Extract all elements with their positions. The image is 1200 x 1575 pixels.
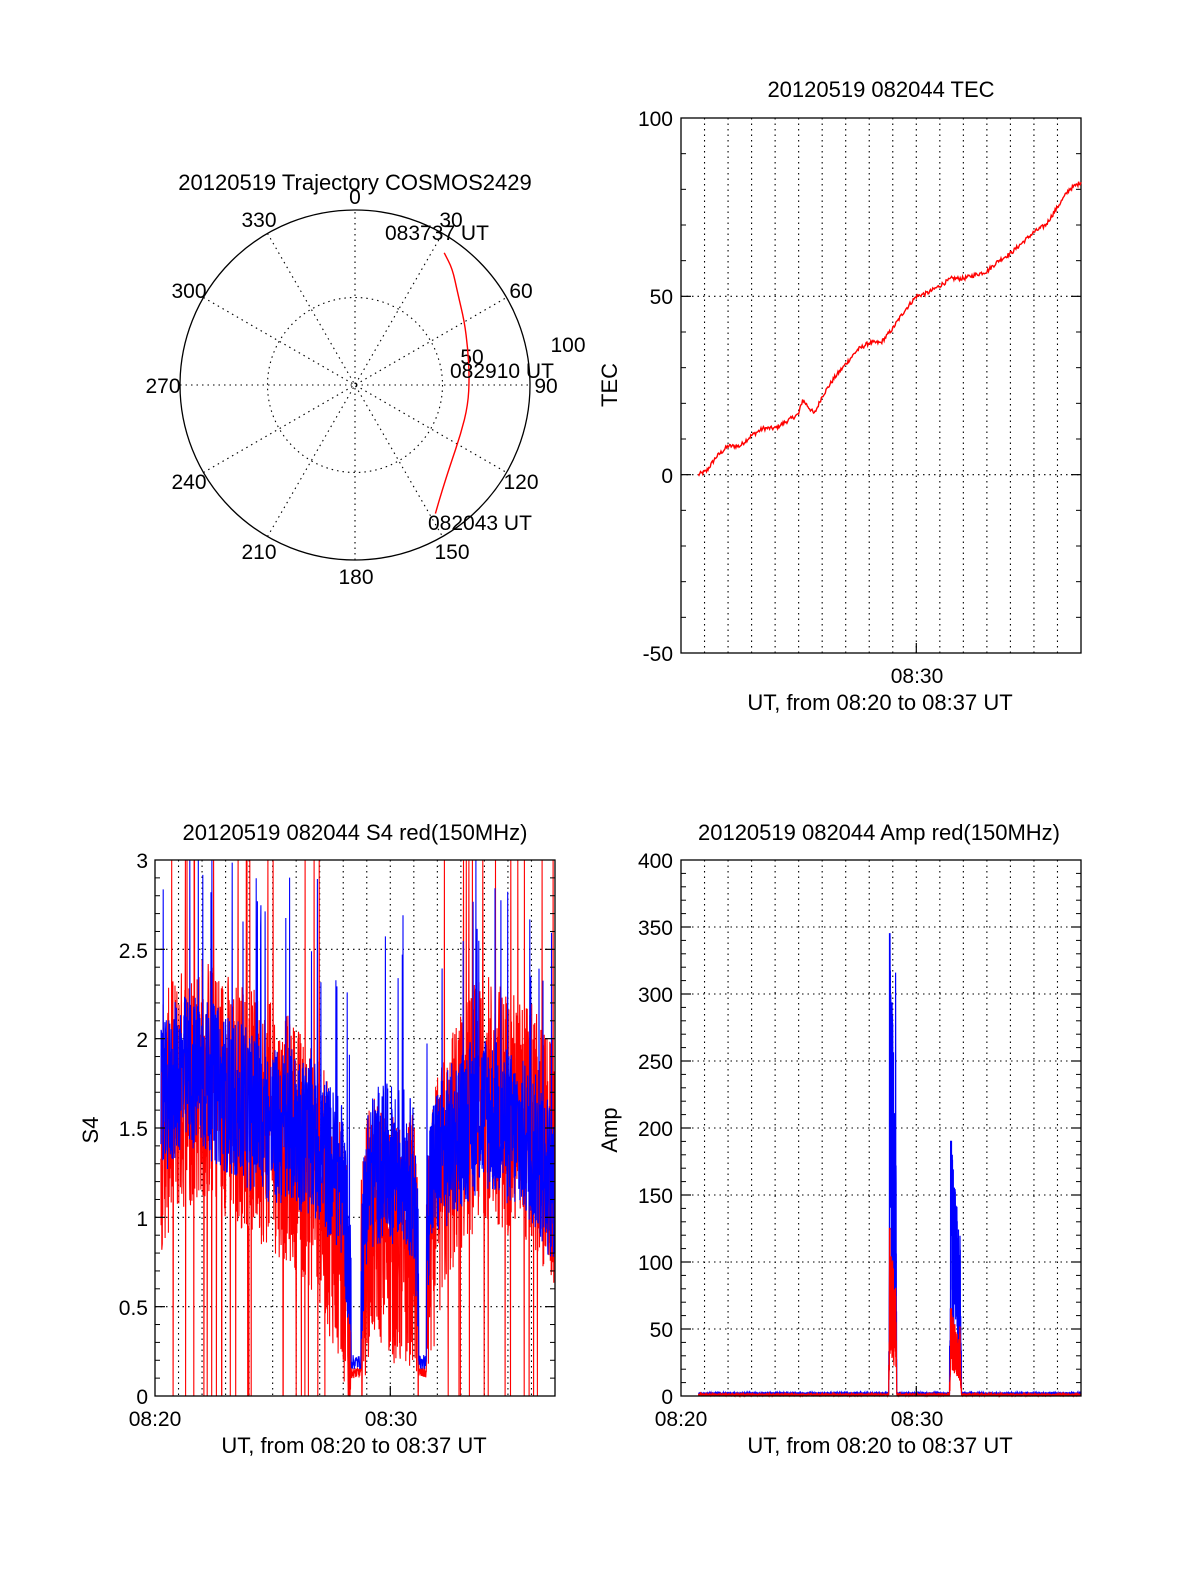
az-label-180: 180 bbox=[338, 566, 373, 589]
amp-ticks bbox=[681, 872, 1081, 1396]
tec-panel: 20120519 082044 TEC 100 50 0 -50 08:30 U… bbox=[597, 77, 1082, 715]
s4-xlabel: UT, from 08:20 to 08:37 UT bbox=[221, 1433, 486, 1458]
tec-xtick-0830: 08:30 bbox=[891, 665, 944, 688]
tec-title: 20120519 082044 TEC bbox=[767, 77, 994, 102]
s4-panel: 20120519 082044 S4 red(150MHz) 3 2.5 2 1… bbox=[78, 820, 556, 1458]
amp-plot-frame bbox=[680, 859, 1082, 1397]
amp-ytick-0: 0 bbox=[661, 1386, 673, 1409]
az-label-270: 270 bbox=[145, 375, 180, 398]
az-label-150: 150 bbox=[434, 541, 469, 564]
amp-ytick-300: 300 bbox=[638, 984, 673, 1007]
amp-xlabel: UT, from 08:20 to 08:37 UT bbox=[747, 1433, 1012, 1458]
amp-ytick-350: 350 bbox=[638, 917, 673, 940]
amp-ytick-400: 400 bbox=[638, 850, 673, 873]
s4-blue-series bbox=[160, 859, 555, 1370]
polar-spoke-150 bbox=[267, 233, 443, 537]
tec-ytick-50: 50 bbox=[650, 286, 673, 309]
azimuth-labels: 0 30 60 90 120 150 180 210 240 270 300 3… bbox=[145, 186, 557, 589]
tec-ytick-0: 0 bbox=[661, 465, 673, 488]
tec-xlabel: UT, from 08:20 to 08:37 UT bbox=[747, 690, 1012, 715]
trajectory-start-label: 082043 UT bbox=[428, 512, 532, 535]
tec-plot-frame bbox=[680, 117, 1082, 654]
trajectory-panel: 20120519 Trajectory COSMOS2429 0 30 60 9… bbox=[145, 170, 585, 589]
az-label-30: 30 bbox=[439, 209, 462, 232]
tec-grid bbox=[681, 118, 1081, 653]
s4-ytick-1: 1 bbox=[136, 1208, 148, 1231]
az-label-210: 210 bbox=[241, 541, 276, 564]
amp-title: 20120519 082044 Amp red(150MHz) bbox=[698, 820, 1060, 845]
s4-ytick-1-5: 1.5 bbox=[119, 1118, 148, 1141]
amp-ytick-100: 100 bbox=[638, 1252, 673, 1275]
amp-ytick-50: 50 bbox=[650, 1319, 673, 1342]
az-label-0: 0 bbox=[349, 186, 361, 209]
az-label-330: 330 bbox=[241, 209, 276, 232]
tec-ytick-neg50: -50 bbox=[643, 643, 673, 666]
s4-ytick-2: 2 bbox=[136, 1029, 148, 1052]
s4-xtick-0830: 08:30 bbox=[365, 1408, 418, 1431]
amp-ytick-250: 250 bbox=[638, 1051, 673, 1074]
amp-red-line bbox=[698, 1227, 1082, 1398]
az-label-120: 120 bbox=[503, 471, 538, 494]
polar-outer-circle bbox=[179, 209, 531, 561]
polar-spoke-30 bbox=[267, 233, 443, 537]
s4-ytick-0-5: 0.5 bbox=[119, 1297, 148, 1320]
az-label-240: 240 bbox=[171, 471, 206, 494]
az-label-90: 90 bbox=[534, 375, 557, 398]
polar-spoke-120 bbox=[203, 297, 507, 473]
az-label-60: 60 bbox=[509, 280, 532, 303]
s4-ytick-3: 3 bbox=[136, 850, 148, 873]
s4-title: 20120519 082044 S4 red(150MHz) bbox=[183, 820, 528, 845]
tec-ytick-100: 100 bbox=[638, 108, 673, 131]
radial-label-100: 100 bbox=[550, 334, 585, 357]
trajectory-line bbox=[434, 252, 470, 514]
amp-panel: 20120519 082044 Amp red(150MHz) 400 350 … bbox=[597, 820, 1082, 1458]
s4-ylabel: S4 bbox=[78, 1117, 103, 1144]
polar-grid bbox=[180, 210, 530, 560]
amp-red-series bbox=[698, 1227, 1082, 1398]
s4-blue-line bbox=[160, 859, 555, 1370]
amp-grid bbox=[681, 860, 1081, 1396]
s4-ticks bbox=[155, 877, 555, 1396]
polar-spoke-60 bbox=[203, 297, 507, 473]
az-label-300: 300 bbox=[171, 280, 206, 303]
trajectory-max-label: 082910 UT bbox=[450, 360, 554, 383]
trajectory-title: 20120519 Trajectory COSMOS2429 bbox=[178, 170, 531, 195]
radial-label-50: 50 bbox=[460, 346, 483, 369]
s4-xtick-0820: 08:20 bbox=[129, 1408, 182, 1431]
polar-ring-50 bbox=[266, 296, 444, 474]
amp-ylabel: Amp bbox=[597, 1107, 622, 1152]
amp-ytick-150: 150 bbox=[638, 1185, 673, 1208]
s4-ytick-0: 0 bbox=[136, 1386, 148, 1409]
s4-ytick-2-5: 2.5 bbox=[119, 940, 148, 963]
trajectory-end-label: 083737 UT bbox=[385, 222, 489, 245]
amp-ytick-200: 200 bbox=[638, 1118, 673, 1141]
amp-xtick-0830: 08:30 bbox=[891, 1408, 944, 1431]
tec-ticks bbox=[681, 153, 1081, 653]
tec-ylabel: TEC bbox=[597, 363, 622, 407]
tec-series-line bbox=[697, 181, 1082, 477]
amp-xtick-0820: 08:20 bbox=[655, 1408, 708, 1431]
